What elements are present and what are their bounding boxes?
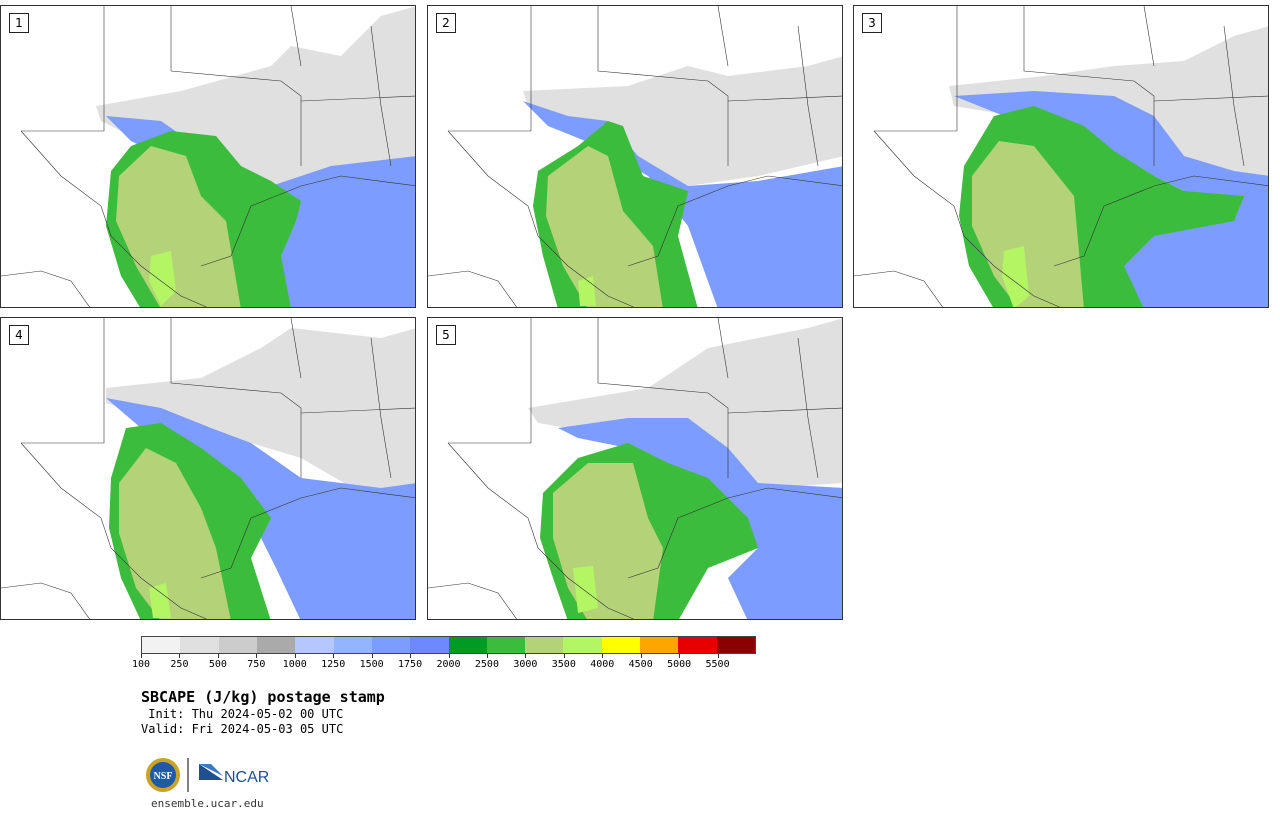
colorbar-tick-label: 1500 (359, 659, 384, 670)
sbcape-map (854, 6, 1268, 307)
map-panel-1: 1 (0, 5, 416, 308)
nsf-logo-text: NSF (154, 771, 173, 782)
colorbar-swatch (640, 637, 679, 653)
colorbar-tick-label: 250 (170, 659, 189, 670)
colorbar-tick-label: 500 (208, 659, 227, 670)
colorbar-swatch (525, 637, 564, 653)
cape-band-lime (1002, 246, 1029, 307)
colorbar-tick-label: 750 (247, 659, 266, 670)
sbcape-map (428, 6, 842, 307)
colorbar-tick-label: 1000 (282, 659, 307, 670)
map-panel-3: 3 (853, 5, 1269, 308)
map-panel-2: 2 (427, 5, 843, 308)
panel-number: 1 (9, 13, 29, 33)
cape-band-gray (106, 328, 415, 493)
colorbar-swatch (218, 637, 257, 653)
colorbar-tick (717, 654, 719, 658)
colorbar-tick-label: 5000 (667, 659, 692, 670)
colorbar-tick (640, 654, 642, 658)
colorbar-tick-label: 3500 (551, 659, 576, 670)
colorbar-tick (679, 654, 681, 658)
sbcape-map (1, 6, 415, 307)
colorbar-tick-label: 1750 (398, 659, 423, 670)
cape-band-gray (528, 318, 842, 488)
colorbar-tick (179, 654, 181, 658)
colorbar-tick-label: 100 (131, 659, 151, 670)
colorbar-swatch (256, 637, 296, 653)
colorbar-swatch (142, 637, 181, 653)
nsf-logo: NSF (146, 758, 180, 792)
cape-band-lightgreen (546, 146, 663, 307)
borders (428, 6, 842, 307)
colorbar-swatch (601, 637, 641, 653)
colorbar-tick-label: 1250 (321, 659, 346, 670)
colorbar-swatch (678, 637, 717, 653)
cape-band-lime (149, 251, 176, 306)
cape-band-blue (558, 418, 842, 619)
chart-title: SBCAPE (J/kg) postage stamp (141, 688, 385, 706)
sbcape-map (428, 318, 842, 619)
colorbar-tick (563, 654, 565, 658)
borders (1, 6, 415, 307)
borders (854, 6, 1268, 307)
map-panel-4: 4 (0, 317, 416, 620)
colorbar-tick (256, 654, 258, 658)
colorbar-tick (448, 654, 450, 658)
map-panel-5: 5 (427, 317, 843, 620)
ncar-logo-text: NCAR (224, 769, 269, 786)
colorbar-swatch (563, 637, 602, 653)
colorbar-swatch (295, 637, 334, 653)
colorbar-tick (486, 654, 488, 658)
cape-band-gray (523, 56, 842, 186)
colorbar-tick-label: 5500 (705, 659, 730, 670)
colorbar-tick (217, 654, 219, 658)
colorbar-tick-label: 3000 (513, 659, 538, 670)
colorbar-swatch (716, 637, 755, 653)
colorbar-swatch (180, 637, 219, 653)
site-url: ensemble.ucar.edu (151, 797, 264, 810)
colorbar-tick (410, 654, 412, 658)
cape-band-lime (573, 566, 598, 613)
init-time: Init: Thu 2024-05-02 00 UTC (141, 707, 344, 721)
colorbar-tick-label: 2500 (474, 659, 499, 670)
valid-time: Valid: Fri 2024-05-03 05 UTC (141, 722, 344, 736)
cape-band-lightgreen (119, 448, 231, 619)
ncar-logo: NCAR (199, 764, 269, 786)
borders (428, 318, 842, 619)
cape-band-blue (954, 91, 1268, 307)
colorbar (141, 636, 756, 654)
colorbar-swatch (410, 637, 449, 653)
borders (1, 318, 415, 619)
colorbar-tick (333, 654, 335, 658)
colorbar-tick (602, 654, 604, 658)
colorbar-tick (141, 654, 142, 658)
panel-number: 4 (9, 325, 29, 345)
colorbar-tick-label: 4000 (590, 659, 615, 670)
cape-band-lime (149, 583, 171, 618)
colorbar-swatch (333, 637, 372, 653)
panel-number: 5 (436, 325, 456, 345)
logos: NSF NCAR (146, 758, 269, 792)
colorbar-tick (525, 654, 527, 658)
sbcape-map (1, 318, 415, 619)
colorbar-swatch (371, 637, 411, 653)
colorbar-tick-label: 2000 (436, 659, 461, 670)
panel-number: 2 (436, 13, 456, 33)
colorbar-tick (294, 654, 296, 658)
colorbar-swatch (486, 637, 526, 653)
panel-number: 3 (862, 13, 882, 33)
colorbar-tick-label: 4500 (628, 659, 653, 670)
colorbar-swatch (448, 637, 487, 653)
cape-band-lightgreen (116, 146, 241, 307)
colorbar-tick (371, 654, 373, 658)
